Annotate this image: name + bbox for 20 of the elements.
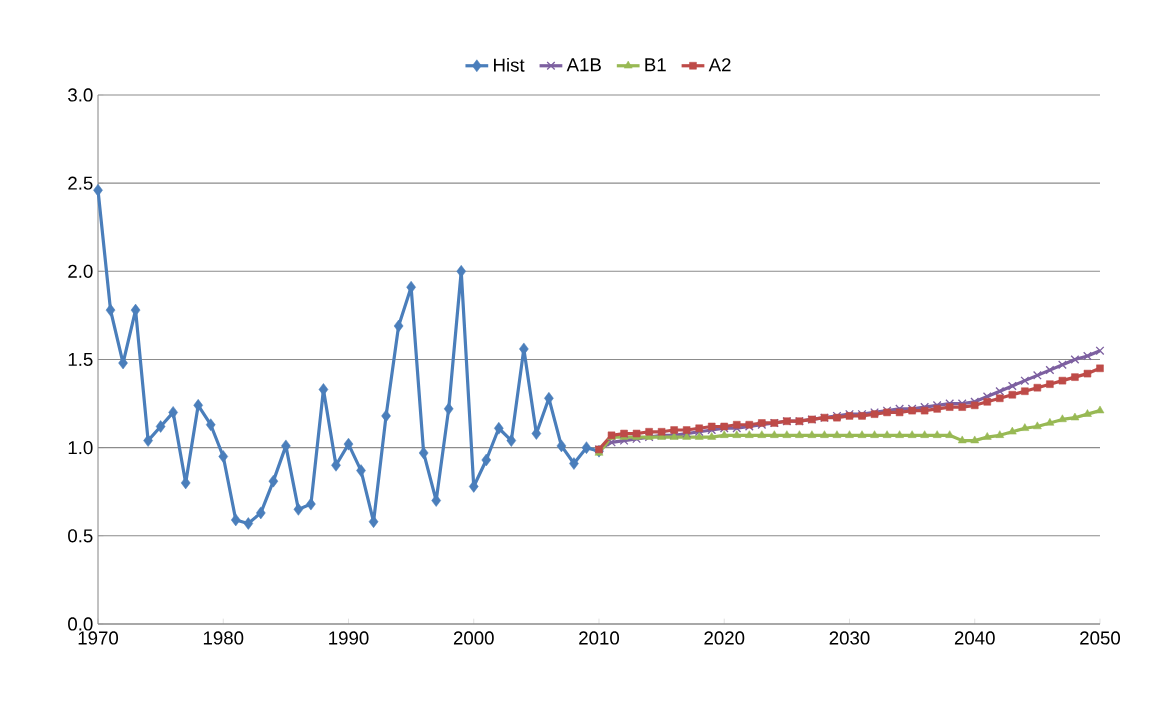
x-tick-label: 1990 xyxy=(329,631,369,645)
legend-label: A2 xyxy=(708,58,731,72)
x-tick-label: 2030 xyxy=(829,631,870,645)
x-tick-label: 2020 xyxy=(704,631,745,645)
y-tick-label: 3.0 xyxy=(68,88,93,102)
y-tick-label: 2.0 xyxy=(68,264,93,278)
legend-label: Hist xyxy=(494,57,525,72)
x-tick-label: 1970 xyxy=(78,631,119,645)
x-tick-label: 2050 xyxy=(1080,631,1121,645)
x-tick-label: 1980 xyxy=(203,631,244,645)
legend-label: B1 xyxy=(645,58,666,72)
y-tick-label: 2.5 xyxy=(68,176,93,190)
y-tick-label: 1.5 xyxy=(68,352,93,367)
x-tick-label: 2010 xyxy=(579,631,620,645)
y-tick-label: 0.0 xyxy=(68,617,93,631)
y-tick-label: 1.0 xyxy=(68,441,93,455)
legend-label: A1B xyxy=(566,58,601,72)
y-tick-label: 0.5 xyxy=(68,529,93,543)
x-tick-label: 2040 xyxy=(954,631,995,645)
x-tick-label: 2000 xyxy=(453,631,494,645)
